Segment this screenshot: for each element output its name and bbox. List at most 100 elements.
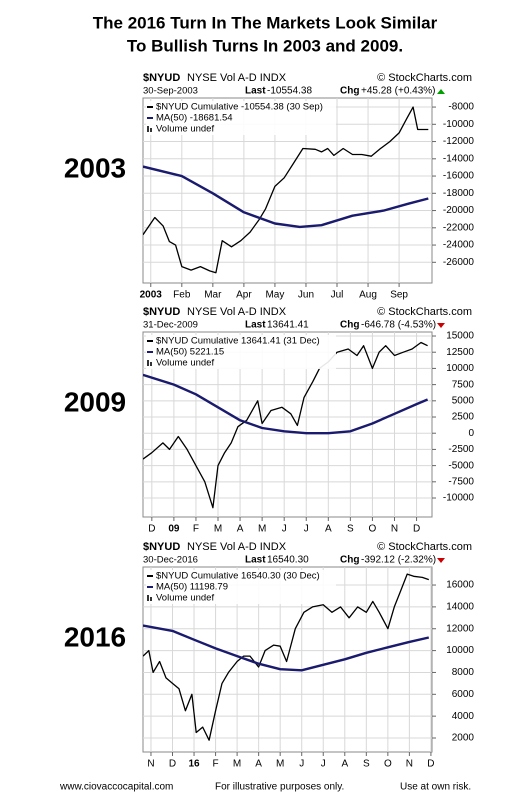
x-tick-label: May xyxy=(265,290,284,301)
y-tick-label: -8000 xyxy=(448,102,474,113)
y-tick-label: -14000 xyxy=(443,153,475,164)
source: © StockCharts.com xyxy=(377,72,472,84)
exchange: NYSE Vol A-D INDX xyxy=(187,541,287,553)
x-tick-label: D xyxy=(413,524,420,535)
volume-icon xyxy=(150,362,152,366)
exchange: NYSE Vol A-D INDX xyxy=(187,72,287,84)
x-tick-label: M xyxy=(214,524,222,535)
chg-value: -392.12 (-2.32%) xyxy=(361,555,436,566)
series-line xyxy=(143,624,430,672)
x-tick-label: O xyxy=(369,524,377,535)
year-label: 2016 xyxy=(64,621,126,652)
symbol: $NYUD xyxy=(143,72,180,84)
chart-panel: $NYUD NYSE Vol A-D INDX © StockCharts.com 3… xyxy=(64,72,475,301)
last-label: Last xyxy=(245,555,266,566)
volume-icon xyxy=(147,126,149,132)
y-tick-label: 12500 xyxy=(446,347,474,358)
x-tick-label: J xyxy=(321,759,326,770)
y-tick-label: 16000 xyxy=(446,580,474,591)
y-tick-label: -10000 xyxy=(443,493,475,504)
x-tick-label: J xyxy=(299,759,304,770)
y-tick-label: 10000 xyxy=(446,363,474,374)
volume-label: Volume undef xyxy=(156,358,214,369)
legend-label: MA(50) 11198.79 xyxy=(156,582,228,593)
x-tick-label: F xyxy=(193,524,199,535)
series-line xyxy=(143,341,428,509)
chg-value: -646.78 (-4.53%) xyxy=(361,320,436,331)
x-tick-label: Sep xyxy=(390,290,408,301)
x-tick-label: 09 xyxy=(168,524,180,535)
legend-label: $NYUD Cumulative 16540.30 (30 Dec) xyxy=(156,571,320,582)
x-tick-label: J xyxy=(304,524,309,535)
chart-panel: $NYUD NYSE Vol A-D INDX © StockCharts.com 3… xyxy=(64,306,475,535)
chg-value: +45.28 (+0.43%) xyxy=(361,86,436,97)
title-line: The 2016 Turn In The Markets Look Simila… xyxy=(93,13,438,32)
y-tick-label: 4000 xyxy=(452,711,475,722)
source: © StockCharts.com xyxy=(377,306,472,318)
series-line xyxy=(143,373,429,435)
y-tick-label: -20000 xyxy=(443,205,475,216)
x-tick-label: O xyxy=(384,759,392,770)
x-tick-label: S xyxy=(347,524,354,535)
x-tick-label: J xyxy=(282,524,287,535)
footer-note: For illustrative purposes only. xyxy=(215,782,344,793)
y-tick-label: -10000 xyxy=(443,119,475,130)
chg-label: Chg xyxy=(340,86,359,97)
exchange: NYSE Vol A-D INDX xyxy=(187,306,287,318)
chg-label: Chg xyxy=(340,320,359,331)
y-tick-label: -5000 xyxy=(448,460,474,471)
last-value: 13641.41 xyxy=(267,320,309,331)
title-line: To Bullish Turns In 2003 and 2009. xyxy=(127,36,403,55)
last-label: Last xyxy=(245,86,266,97)
x-tick-label: A xyxy=(341,759,348,770)
y-tick-label: 0 xyxy=(468,428,474,439)
x-tick-label: Jun xyxy=(298,290,314,301)
x-tick-label: N xyxy=(406,759,413,770)
chg-indicator xyxy=(437,323,445,328)
y-tick-label: 7500 xyxy=(452,379,475,390)
y-tick-label: -16000 xyxy=(443,171,475,182)
y-tick-label: -2500 xyxy=(448,444,474,455)
legend-label: $NYUD Cumulative -10554.38 (30 Sep) xyxy=(156,102,323,113)
series-line xyxy=(143,165,429,229)
y-tick-label: 5000 xyxy=(452,395,475,406)
x-tick-label: N xyxy=(391,524,398,535)
date: 31-Dec-2009 xyxy=(143,320,198,331)
x-tick-label: Apr xyxy=(236,290,252,301)
x-tick-label: A xyxy=(325,524,332,535)
x-tick-label: N xyxy=(147,759,154,770)
legend-box xyxy=(146,570,336,604)
volume-label: Volume undef xyxy=(156,593,214,604)
volume-icon xyxy=(150,128,152,132)
legend-box xyxy=(146,335,336,369)
y-tick-label: -12000 xyxy=(443,136,475,147)
year-label: 2003 xyxy=(64,152,126,183)
symbol: $NYUD xyxy=(143,541,180,553)
legend-label: MA(50) -18681.54 xyxy=(156,113,233,124)
volume-icon xyxy=(147,360,149,366)
x-tick-label: Aug xyxy=(359,290,377,301)
year-label: 2009 xyxy=(64,386,126,417)
legend-label: $NYUD Cumulative 13641.41 (31 Dec) xyxy=(156,336,320,347)
x-tick-label: 16 xyxy=(188,759,200,770)
x-tick-label: M xyxy=(276,759,284,770)
volume-label: Volume undef xyxy=(156,124,214,135)
y-tick-label: -7500 xyxy=(448,476,474,487)
y-tick-label: -26000 xyxy=(443,257,475,268)
y-tick-label: -22000 xyxy=(443,222,475,233)
last-value: -10554.38 xyxy=(267,86,312,97)
x-tick-label: Feb xyxy=(173,290,191,301)
symbol: $NYUD xyxy=(143,306,180,318)
y-tick-label: 8000 xyxy=(452,667,475,678)
x-tick-label: A xyxy=(237,524,244,535)
source: © StockCharts.com xyxy=(377,541,472,553)
y-tick-label: 12000 xyxy=(446,623,474,634)
x-tick-label: F xyxy=(213,759,219,770)
footer-risk: Use at own risk. xyxy=(400,782,471,793)
series-line xyxy=(143,573,430,741)
chg-indicator xyxy=(437,558,445,563)
chg-indicator xyxy=(437,89,445,94)
chart-panel: $NYUD NYSE Vol A-D INDX © StockCharts.com 3… xyxy=(64,541,475,770)
last-label: Last xyxy=(245,320,266,331)
legend-label: MA(50) 5221.15 xyxy=(156,347,224,358)
